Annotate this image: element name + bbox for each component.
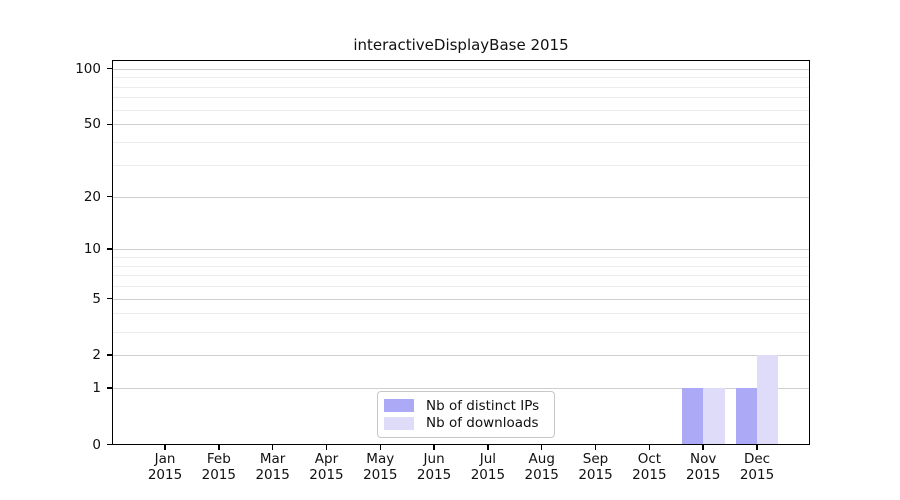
x-tick: [271, 445, 274, 450]
x-tick-label: Mar 2015: [255, 451, 290, 483]
x-tick: [702, 445, 704, 450]
x-tick-label: Oct 2015: [632, 451, 667, 483]
gridline-major: [113, 68, 809, 70]
y-tick-label: 5: [92, 290, 101, 307]
y-tick: [107, 248, 112, 250]
gridline-major: [113, 124, 809, 126]
y-tick-label: 2: [92, 347, 101, 364]
legend-label-downloads: Nb of downloads: [426, 415, 539, 432]
legend-swatch-distinct-ips: [384, 399, 414, 413]
gridline-minor: [113, 275, 809, 277]
gridline-minor: [113, 97, 809, 99]
gridline-minor: [113, 257, 809, 258]
chart-title: interactiveDisplayBase 2015: [353, 36, 569, 54]
gridline-major: [113, 388, 809, 390]
x-tick: [594, 445, 597, 450]
x-tick-label: Feb 2015: [201, 451, 236, 483]
legend-label-distinct-ips: Nb of distinct IPs: [426, 397, 540, 414]
bar-dec-downloads: [757, 354, 779, 444]
gridline-major: [113, 298, 809, 300]
x-tick-label: May 2015: [363, 451, 398, 483]
x-tick-label: Jan 2015: [147, 451, 183, 483]
x-tick: [379, 445, 382, 450]
x-tick: [540, 445, 543, 450]
bar-dec-distinct-ips: [735, 387, 757, 444]
y-tick-label: 1: [92, 380, 101, 397]
bar-nov-downloads: [703, 387, 725, 444]
x-tick-label: Jun 2015: [416, 451, 452, 483]
y-tick: [107, 387, 112, 389]
y-tick: [107, 67, 112, 70]
y-tick-label: 20: [83, 188, 101, 205]
plot-area: [112, 60, 810, 445]
y-tick-label: 10: [83, 241, 101, 258]
x-tick-label: Apr 2015: [309, 451, 344, 483]
gridline-minor: [113, 109, 809, 111]
x-tick-label: Nov 2015: [685, 451, 721, 483]
x-tick-label: Aug 2015: [524, 451, 559, 483]
y-tick-label: 100: [75, 60, 101, 77]
x-tick-label: Sep 2015: [578, 451, 613, 483]
gridline-minor: [113, 331, 809, 333]
gridline-major: [113, 355, 809, 357]
y-tick: [107, 354, 112, 356]
legend-swatch-downloads: [384, 416, 414, 430]
bar-nov-distinct-ips: [681, 387, 704, 444]
gridline-minor: [113, 286, 809, 288]
y-tick: [107, 297, 112, 300]
gridline-minor: [113, 164, 809, 166]
gridline-minor: [113, 265, 809, 267]
y-tick-label: 50: [83, 116, 101, 133]
y-tick: [107, 443, 112, 446]
gridline-major: [113, 249, 809, 251]
gridline-major: [113, 196, 809, 198]
y-tick-label: 0: [92, 436, 101, 453]
y-tick: [107, 123, 112, 126]
gridline-minor: [113, 86, 809, 88]
x-tick: [487, 445, 489, 450]
x-tick: [164, 445, 166, 450]
x-tick: [433, 445, 435, 450]
x-tick-label: Jul 2015: [470, 451, 506, 483]
gridline-minor: [113, 142, 809, 144]
gridline-minor: [113, 313, 809, 315]
y-tick: [107, 195, 112, 198]
x-tick-label: Dec 2015: [739, 451, 775, 483]
x-tick: [218, 445, 220, 450]
gridline-minor: [113, 77, 809, 79]
legend-item-downloads: Nb of downloads: [384, 415, 546, 433]
legend: Nb of distinct IPs Nb of downloads: [377, 391, 555, 438]
legend-item-distinct-ips: Nb of distinct IPs: [384, 397, 546, 415]
x-tick: [648, 445, 651, 450]
x-tick: [325, 445, 328, 450]
x-tick: [756, 445, 758, 450]
